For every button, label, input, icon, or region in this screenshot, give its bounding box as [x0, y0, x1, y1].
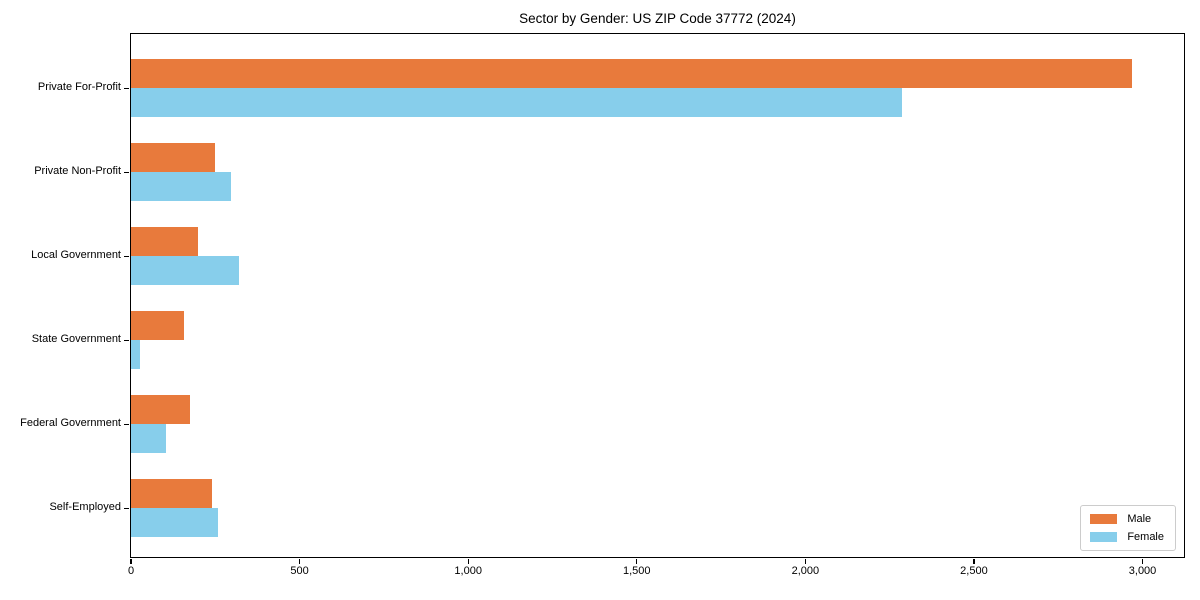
bar-female-1	[131, 172, 231, 201]
bar-male-1	[131, 143, 216, 172]
x-tick-label: 1,500	[623, 565, 651, 577]
y-axis-label: Local Government	[31, 249, 121, 261]
bar-female-3	[131, 340, 140, 369]
plot-area: Private For-Profit Private Non-Profit Loca…	[20, 33, 1185, 577]
bar-female-0	[131, 88, 902, 117]
y-axis-label: Private For-Profit	[37, 81, 121, 93]
y-tick	[124, 255, 129, 257]
x-tick-label: 1,000	[454, 565, 482, 577]
legend-swatch-female	[1090, 532, 1118, 542]
bar-female-2	[131, 256, 239, 285]
legend-item-female: Female	[1090, 531, 1164, 543]
x-tick	[467, 559, 469, 564]
legend-label: Female	[1127, 531, 1164, 543]
y-tick	[124, 507, 129, 509]
bar-male-2	[131, 227, 199, 256]
y-axis-label: Federal Government	[20, 417, 121, 429]
x-tick	[804, 559, 806, 564]
x-tick-label: 500	[290, 565, 309, 577]
bar-female-5	[131, 508, 218, 537]
x-tick	[1141, 559, 1144, 564]
bar-male-5	[131, 479, 212, 508]
legend-label: Male	[1127, 513, 1152, 525]
x-tick	[636, 559, 638, 564]
y-tick	[124, 339, 129, 341]
legend: Male Female	[1080, 505, 1176, 551]
x-tick	[973, 559, 975, 564]
y-tick	[124, 423, 129, 425]
y-axis-label: Private Non-Profit	[34, 165, 121, 177]
x-tick-label: 2,500	[960, 565, 988, 577]
y-tick	[124, 87, 129, 89]
legend-swatch-male	[1090, 514, 1118, 524]
y-axis-label: Self-Employed	[49, 501, 121, 513]
x-tick	[298, 559, 301, 564]
bar-male-3	[131, 311, 184, 340]
y-tick	[124, 171, 129, 173]
bar-male-4	[131, 395, 190, 424]
x-tick	[130, 559, 132, 564]
x-tick-label: 3,000	[1128, 565, 1157, 577]
y-axis-label: State Government	[31, 333, 121, 345]
bar-male-0	[131, 59, 1133, 88]
bar-female-4	[131, 424, 167, 453]
chart-title: Sector by Gender: US ZIP Code 37772 (202…	[519, 11, 796, 26]
x-tick-label: 0	[127, 565, 135, 577]
legend-item-male: Male	[1090, 513, 1164, 525]
x-tick-label: 2,000	[791, 565, 820, 577]
